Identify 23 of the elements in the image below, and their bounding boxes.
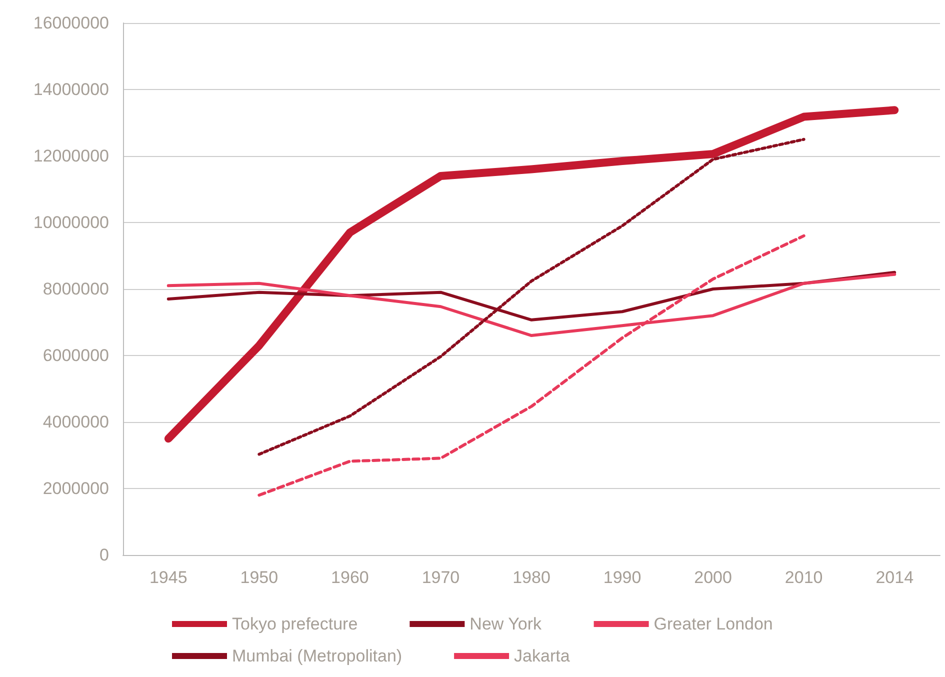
x-tick-label: 2000 [694, 568, 732, 587]
y-tick-label: 2000000 [42, 479, 109, 498]
y-tick-label: 14000000 [33, 80, 109, 99]
y-tick-label: 12000000 [33, 146, 109, 166]
x-tick-label: 1970 [422, 568, 460, 587]
legend-label: Tokyo prefecture [232, 614, 358, 634]
y-tick-label: 6000000 [42, 346, 109, 365]
y-tick-label: 10000000 [33, 213, 109, 232]
x-tick-label: 1960 [331, 568, 369, 587]
y-tick-label: 4000000 [42, 412, 109, 432]
x-tick-label: 2014 [876, 568, 914, 587]
x-tick-label: 2010 [784, 568, 823, 587]
y-tick-label: 16000000 [33, 14, 109, 32]
x-tick-label: 1950 [240, 568, 278, 587]
legend-label: Mumbai (Metropolitan) [232, 646, 402, 666]
legend-label: Jakarta [514, 646, 570, 666]
y-tick-label: 0 [100, 546, 109, 564]
legend-label: New York [470, 614, 542, 634]
x-tick-label: 1990 [603, 568, 642, 587]
legend-label: Greater London [654, 614, 773, 634]
x-tick-label: 1980 [512, 568, 550, 587]
y-tick-label: 8000000 [42, 280, 109, 298]
x-tick-label: 1945 [149, 568, 188, 587]
